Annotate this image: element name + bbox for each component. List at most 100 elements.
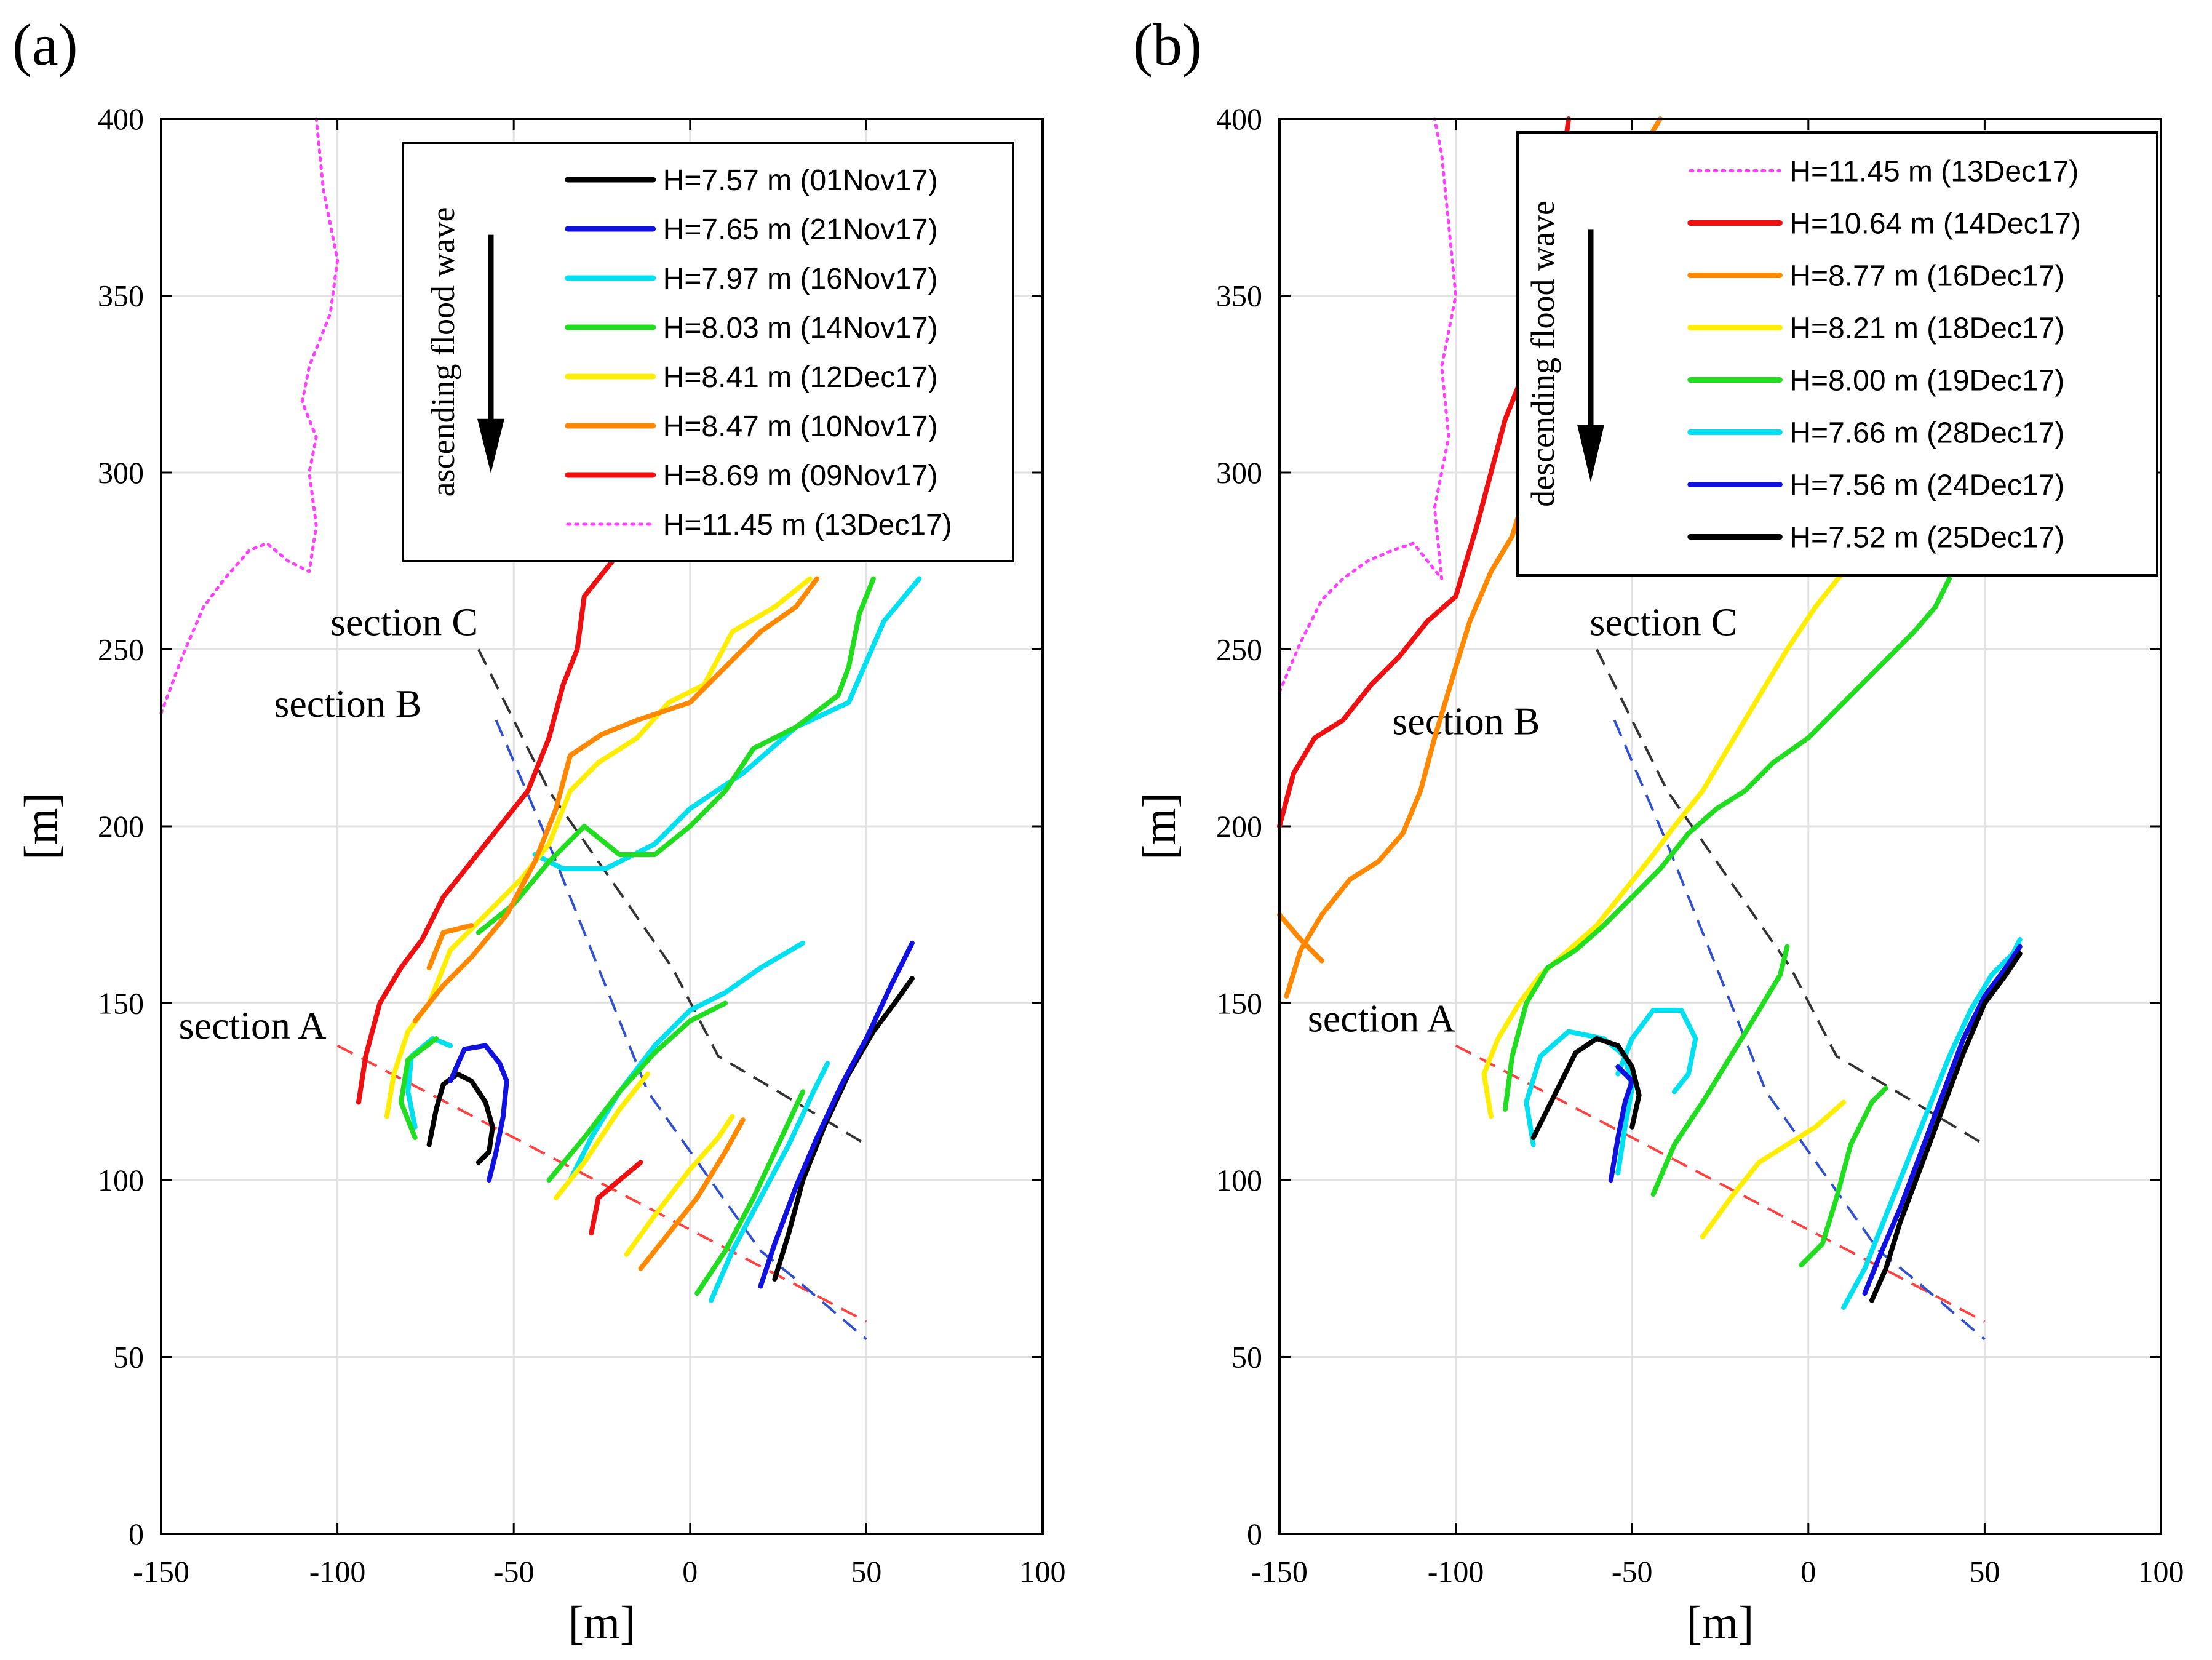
x-tick-label: 50	[851, 1554, 881, 1589]
series-7-segment-0	[159, 117, 340, 715]
series-4-segment-1	[1650, 944, 1790, 1197]
legend-entry: H=11.45 m (13Dec17)	[1789, 156, 2079, 188]
y-tick-label: 100	[98, 1163, 144, 1197]
section-label: section B	[274, 682, 421, 725]
x-tick-label: 100	[1020, 1554, 1066, 1589]
series-3-segment-2	[475, 576, 876, 935]
series-5-segment-1	[1615, 1008, 1698, 1095]
legend-box	[402, 142, 1014, 562]
legend-title: descending flood wave	[1524, 201, 1561, 507]
section-label: section C	[1589, 601, 1737, 644]
y-axis-label: [m]	[15, 792, 67, 860]
axes-frame	[160, 118, 1044, 1535]
legend-entry: H=7.57 m (01Nov17)	[663, 164, 938, 197]
x-tick-label: -50	[1612, 1554, 1653, 1589]
x-tick-label: 0	[682, 1554, 698, 1589]
section-label: section B	[1392, 700, 1540, 743]
y-tick-label: 250	[98, 632, 144, 667]
section-line-0	[1455, 1044, 1986, 1323]
series-1-segment-1	[758, 940, 915, 1289]
series-2-segment-3	[709, 1061, 830, 1303]
legend-entry: H=7.52 m (25Dec17)	[1789, 522, 2064, 554]
panel-label: (a)	[12, 12, 78, 78]
series-2-segment-1	[1277, 912, 1324, 964]
y-tick-label: 250	[1216, 632, 1262, 667]
series-3-segment-0	[398, 1036, 439, 1140]
legend-entry: H=8.69 m (09Nov17)	[663, 460, 938, 492]
legend-entry: H=7.65 m (21Nov17)	[663, 213, 938, 246]
series-3-segment-1	[546, 1000, 728, 1183]
series-4-segment-1	[553, 1071, 651, 1200]
panel-label: (b)	[1133, 12, 1202, 78]
legend-entry: H=7.66 m (28Dec17)	[1789, 417, 2064, 450]
section-label: section A	[1308, 997, 1455, 1040]
section-line-1	[495, 719, 867, 1341]
series-5-segment-1	[638, 1117, 746, 1271]
series-5-segment-0	[412, 576, 820, 1024]
series-3-segment-3	[694, 1089, 806, 1296]
y-tick-label: 350	[1216, 279, 1262, 313]
series-0-segment-0	[1278, 117, 1458, 693]
y-tick-label: 200	[1216, 809, 1262, 844]
y-tick-label: 150	[98, 986, 144, 1021]
series-4-segment-0	[1502, 576, 1952, 1112]
y-tick-label: 200	[98, 809, 144, 844]
legend-box	[1516, 131, 2158, 577]
legend-entry: H=10.64 m (14Dec17)	[1789, 208, 2081, 241]
legend-entry: H=8.77 m (16Dec17)	[1789, 260, 2064, 293]
legend-entry: H=11.45 m (13Dec17)	[663, 509, 952, 541]
series-4-segment-2	[1799, 1085, 1888, 1267]
series-7-segment-0	[1530, 1036, 1642, 1140]
x-axis-label: [m]	[1687, 1597, 1754, 1649]
legend-entry: H=7.97 m (16Nov17)	[663, 263, 938, 295]
y-tick-label: 400	[1216, 102, 1262, 136]
series-6-segment-1	[1862, 944, 2023, 1296]
legend-entry: H=8.03 m (14Nov17)	[663, 312, 938, 345]
flood-arrow-icon	[477, 418, 504, 474]
y-tick-label: 400	[98, 102, 144, 136]
series-4-segment-3	[624, 1114, 735, 1257]
panel-b: -150 -100 -50 0 50 100 0 50 100 150 200 250 300 350 40…	[1133, 12, 2184, 1649]
x-tick-label: -150	[133, 1554, 189, 1589]
legend-entry: H=8.00 m (19Dec17)	[1789, 365, 2064, 397]
series-2-segment-1	[567, 940, 806, 1183]
series-7-segment-1	[1869, 951, 2023, 1303]
series-6-segment-0	[1608, 1064, 1635, 1183]
flood-arrow-icon	[1577, 425, 1604, 482]
y-tick-label: 300	[1216, 455, 1262, 490]
legend-entry: H=7.56 m (24Dec17)	[1789, 469, 2064, 502]
series-3-segment-0	[1481, 569, 1847, 1119]
series-6-segment-1	[589, 1160, 643, 1236]
series-6-segment-0	[356, 558, 615, 1105]
y-tick-label: 50	[1231, 1340, 1262, 1375]
axes-frame	[1278, 118, 2162, 1535]
series-5-segment-2	[1841, 937, 2023, 1310]
y-tick-label: 150	[1216, 986, 1262, 1021]
section-label: section C	[330, 601, 478, 644]
series-5-segment-2	[426, 923, 474, 970]
y-axis-label: [m]	[1134, 792, 1185, 860]
y-tick-label: 300	[98, 455, 144, 490]
x-tick-label: -50	[493, 1554, 535, 1589]
x-tick-label: -100	[1428, 1554, 1484, 1589]
legend-entry: H=8.21 m (18Dec17)	[1789, 313, 2064, 345]
legend-title: ascending flood wave	[424, 207, 461, 497]
series-1-segment-0	[448, 1043, 509, 1183]
section-label: section A	[179, 1004, 327, 1047]
series-4-segment-2	[426, 576, 813, 1006]
x-axis-label: [m]	[568, 1597, 636, 1649]
x-tick-label: -150	[1251, 1554, 1308, 1589]
panel-a: -150 -100 -50 0 50 100 0 50 100 150 200 250 300 350 40…	[12, 12, 1066, 1649]
x-tick-label: 100	[2138, 1554, 2184, 1589]
y-tick-label: 100	[1216, 1163, 1262, 1197]
y-tick-label: 0	[129, 1517, 144, 1551]
x-tick-label: 0	[1800, 1554, 1816, 1589]
legend-entry: H=8.41 m (12Dec17)	[663, 361, 938, 394]
y-tick-label: 350	[98, 279, 144, 313]
x-tick-label: -100	[309, 1554, 366, 1589]
legend-entry: H=8.47 m (10Nov17)	[663, 410, 938, 443]
section-line-1	[1613, 719, 1986, 1341]
series-2-segment-2	[532, 576, 922, 871]
x-tick-label: 50	[1969, 1554, 2000, 1589]
